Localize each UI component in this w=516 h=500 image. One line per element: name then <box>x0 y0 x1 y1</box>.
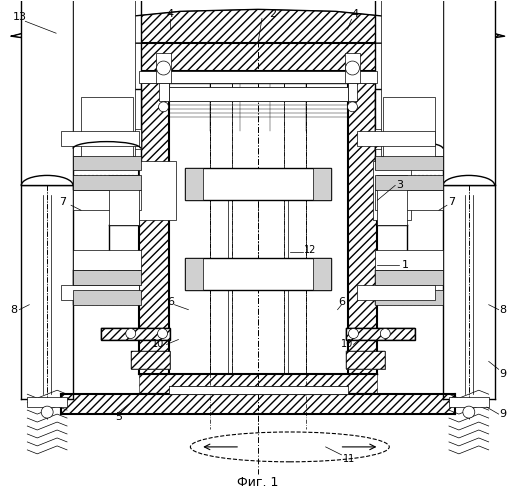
Text: 13: 13 <box>12 12 26 22</box>
Text: 2: 2 <box>269 10 277 20</box>
Bar <box>374 160 411 220</box>
Text: 9: 9 <box>499 409 506 419</box>
Text: 8: 8 <box>10 304 17 314</box>
Circle shape <box>158 102 169 112</box>
Bar <box>66 0 141 148</box>
Bar <box>375 250 443 270</box>
Bar <box>347 83 358 101</box>
Text: 6: 6 <box>338 296 345 306</box>
Bar <box>73 270 141 285</box>
Bar <box>73 156 141 170</box>
Bar <box>169 87 347 101</box>
Bar <box>313 258 331 290</box>
Text: 12: 12 <box>303 245 316 255</box>
Bar <box>346 328 415 340</box>
Bar <box>375 190 443 210</box>
Bar <box>375 128 443 148</box>
Bar <box>73 128 141 148</box>
Bar <box>375 176 443 190</box>
Bar <box>73 290 141 304</box>
Bar <box>73 190 141 210</box>
Text: 7: 7 <box>448 198 456 207</box>
Circle shape <box>156 61 170 75</box>
Bar <box>377 176 407 225</box>
Text: 1: 1 <box>401 260 409 270</box>
Text: 6: 6 <box>167 296 174 306</box>
Bar <box>158 83 169 101</box>
Text: 3: 3 <box>396 180 402 190</box>
Bar <box>375 270 443 285</box>
Bar <box>21 0 73 186</box>
Bar <box>169 386 347 394</box>
Circle shape <box>346 61 360 75</box>
Bar <box>73 0 135 156</box>
Circle shape <box>348 328 359 338</box>
Bar <box>139 71 377 83</box>
Text: 8: 8 <box>499 304 506 314</box>
Bar <box>345 53 361 83</box>
Circle shape <box>380 328 390 338</box>
Bar <box>73 176 141 190</box>
Circle shape <box>126 328 136 338</box>
Bar <box>27 397 67 407</box>
Bar <box>185 168 203 200</box>
Bar <box>73 250 141 270</box>
Bar <box>185 168 331 200</box>
Circle shape <box>463 406 475 418</box>
Bar <box>61 394 455 414</box>
Bar <box>131 352 170 370</box>
Bar <box>73 89 141 168</box>
Bar <box>101 328 170 340</box>
Text: 4: 4 <box>167 10 174 20</box>
Bar <box>139 83 169 374</box>
Text: 7: 7 <box>59 198 67 207</box>
Bar <box>313 168 331 200</box>
Bar <box>139 160 176 220</box>
Polygon shape <box>11 10 505 43</box>
Text: 10: 10 <box>342 340 353 349</box>
Bar <box>346 328 415 340</box>
Text: 11: 11 <box>343 454 356 464</box>
Circle shape <box>347 102 358 112</box>
Bar <box>375 156 443 170</box>
Bar <box>375 290 443 304</box>
Bar <box>185 258 331 290</box>
Bar <box>346 352 385 370</box>
Bar <box>358 130 435 146</box>
Bar <box>375 89 443 168</box>
Bar <box>61 285 139 300</box>
Bar <box>381 0 443 156</box>
Bar <box>383 97 435 160</box>
Bar <box>101 328 170 340</box>
Bar <box>449 397 489 407</box>
Circle shape <box>41 406 53 418</box>
Text: 9: 9 <box>499 370 506 380</box>
Text: Фиг. 1: Фиг. 1 <box>237 476 279 489</box>
Bar <box>346 352 385 370</box>
Bar <box>358 285 435 300</box>
Bar <box>155 53 171 83</box>
Circle shape <box>157 328 168 338</box>
Bar <box>109 176 139 225</box>
Bar <box>375 0 450 148</box>
Bar <box>61 130 139 146</box>
Bar <box>443 0 495 186</box>
Text: 5: 5 <box>115 412 122 422</box>
Bar <box>131 352 170 370</box>
Text: 10: 10 <box>152 340 165 349</box>
Text: 4: 4 <box>352 10 359 20</box>
Bar <box>81 97 133 160</box>
Bar <box>121 43 395 71</box>
Bar <box>347 83 377 374</box>
Bar <box>185 258 203 290</box>
Bar <box>139 374 377 394</box>
